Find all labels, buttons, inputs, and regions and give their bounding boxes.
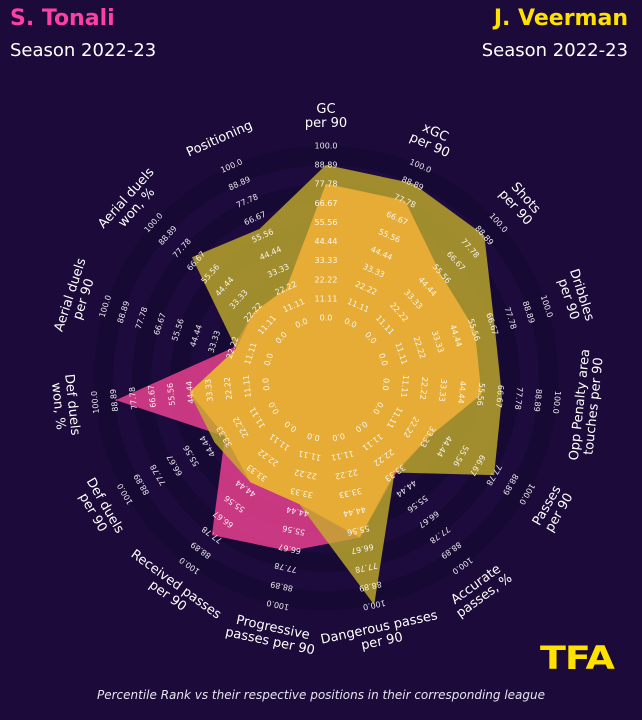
player-left-name: S. Tonali xyxy=(10,6,115,31)
ring-label: 44.44 xyxy=(315,237,338,246)
ring-label: 88.89 xyxy=(109,388,120,412)
series-overlap-area xyxy=(189,183,482,538)
axis-label: Opp Penalty areatouches per 90 xyxy=(567,348,608,462)
ring-label: 66.67 xyxy=(147,384,158,408)
ring-label: 0.0 xyxy=(320,314,333,323)
ring-label: 33.33 xyxy=(315,256,338,265)
ring-label: 55.56 xyxy=(166,382,177,406)
axis-label: xGCper 90 xyxy=(407,117,457,161)
ring-label: 0.0 xyxy=(306,431,320,442)
ring-label: 0.0 xyxy=(381,377,391,391)
ring-label: 33.33 xyxy=(204,378,215,402)
player-left-season: Season 2022-23 xyxy=(10,40,157,61)
ring-label: 88.89 xyxy=(315,161,338,170)
ring-label: 100.0 xyxy=(315,142,338,151)
ring-label: 0.0 xyxy=(377,352,389,367)
ring-label: 0.0 xyxy=(261,377,271,391)
ring-label: 11.11 xyxy=(315,294,338,303)
axis-label: GC per 90 xyxy=(305,102,347,131)
ring-label: 22.22 xyxy=(223,376,234,400)
axis-label: Progressivepasses per 90 xyxy=(224,611,319,658)
axis-label: Dribblesper 90 xyxy=(553,267,597,327)
ring-label: 33.33 xyxy=(437,378,448,402)
footnote: Percentile Rank vs their respective posi… xyxy=(96,688,545,702)
ring-label: 66.67 xyxy=(315,199,338,208)
ring-label: 55.56 xyxy=(315,218,338,227)
ring-label: 66.67 xyxy=(494,384,505,408)
ring-label: 55.56 xyxy=(475,382,486,406)
player-left-header: S. Tonali Season 2022-23 xyxy=(10,4,156,64)
ring-label: 77.78 xyxy=(315,180,338,189)
ring-label: 11.11 xyxy=(242,374,253,398)
ring-label: 0.0 xyxy=(263,352,275,367)
axis-label: Positioning xyxy=(184,118,255,160)
ring-label: 44.44 xyxy=(185,380,196,404)
ring-label: 44.44 xyxy=(456,380,467,404)
ring-label: 88.89 xyxy=(532,388,543,412)
axis-label: Dangerous passesper 90 xyxy=(319,608,442,661)
axis-label: Aerial duelsper 90 xyxy=(52,256,103,338)
ring-label: 11.11 xyxy=(399,374,410,398)
axis-label: Passesper 90 xyxy=(530,483,577,535)
player-right-header: J. Veerman Season 2022-23 xyxy=(482,4,628,64)
player-right-name: J. Veerman xyxy=(493,6,628,31)
ring-label: 100.0 xyxy=(551,390,562,414)
ring-label: 22.22 xyxy=(418,376,429,400)
ring-label: 0.0 xyxy=(331,431,345,442)
ring-label: 100.0 xyxy=(90,390,101,414)
player-right-season: Season 2022-23 xyxy=(481,40,628,61)
ring-label: 77.78 xyxy=(128,386,139,410)
ring-label: 22.22 xyxy=(315,275,338,284)
ring-label: 77.78 xyxy=(513,386,524,410)
axis-label: Def duelswon, % xyxy=(47,373,82,438)
tfa-logo: TFA xyxy=(540,639,615,677)
